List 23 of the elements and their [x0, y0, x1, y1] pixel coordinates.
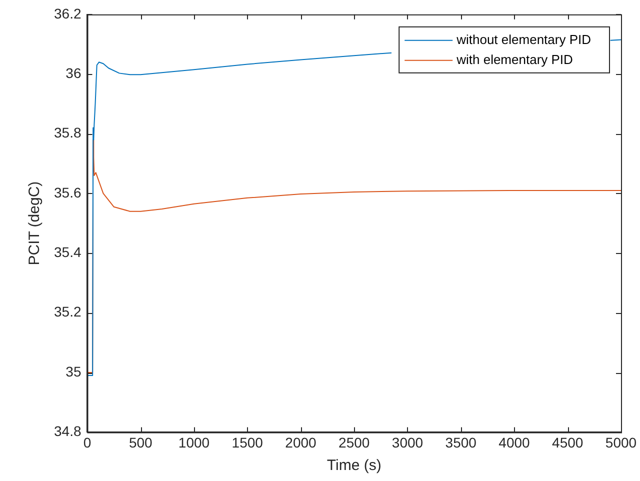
- x-tick-label: 2500: [338, 434, 370, 450]
- x-tick-label: 0: [83, 434, 92, 450]
- x-tick-label: 3000: [392, 434, 424, 450]
- y-tick-label: 36: [66, 64, 82, 81]
- y-axis-title: PCIT (degC): [26, 181, 44, 266]
- x-tick-label: 4500: [552, 434, 584, 450]
- x-tick-label: 1000: [178, 434, 210, 450]
- y-tick-label: 35.8: [54, 124, 82, 141]
- y-tick-label: 36.2: [54, 5, 82, 22]
- y-tick-label: 35: [66, 363, 82, 380]
- x-tick-label: 4000: [498, 434, 530, 450]
- x-tick-label: 5000: [605, 434, 637, 450]
- legend-label: with elementary PID: [456, 52, 573, 67]
- y-tick-label: 34.8: [54, 423, 82, 440]
- y-tick-label: 35.4: [54, 244, 82, 260]
- y-tick-label: 35.2: [54, 304, 82, 320]
- x-axis-title: Time (s): [326, 457, 382, 474]
- x-tick-label: 500: [128, 434, 153, 450]
- x-tick-label: 1500: [232, 434, 264, 450]
- legend-label: without elementary PID: [456, 32, 592, 47]
- y-tick-label: 35.6: [54, 184, 82, 200]
- x-tick-label: 3500: [445, 434, 477, 450]
- x-tick-label: 2000: [285, 434, 317, 450]
